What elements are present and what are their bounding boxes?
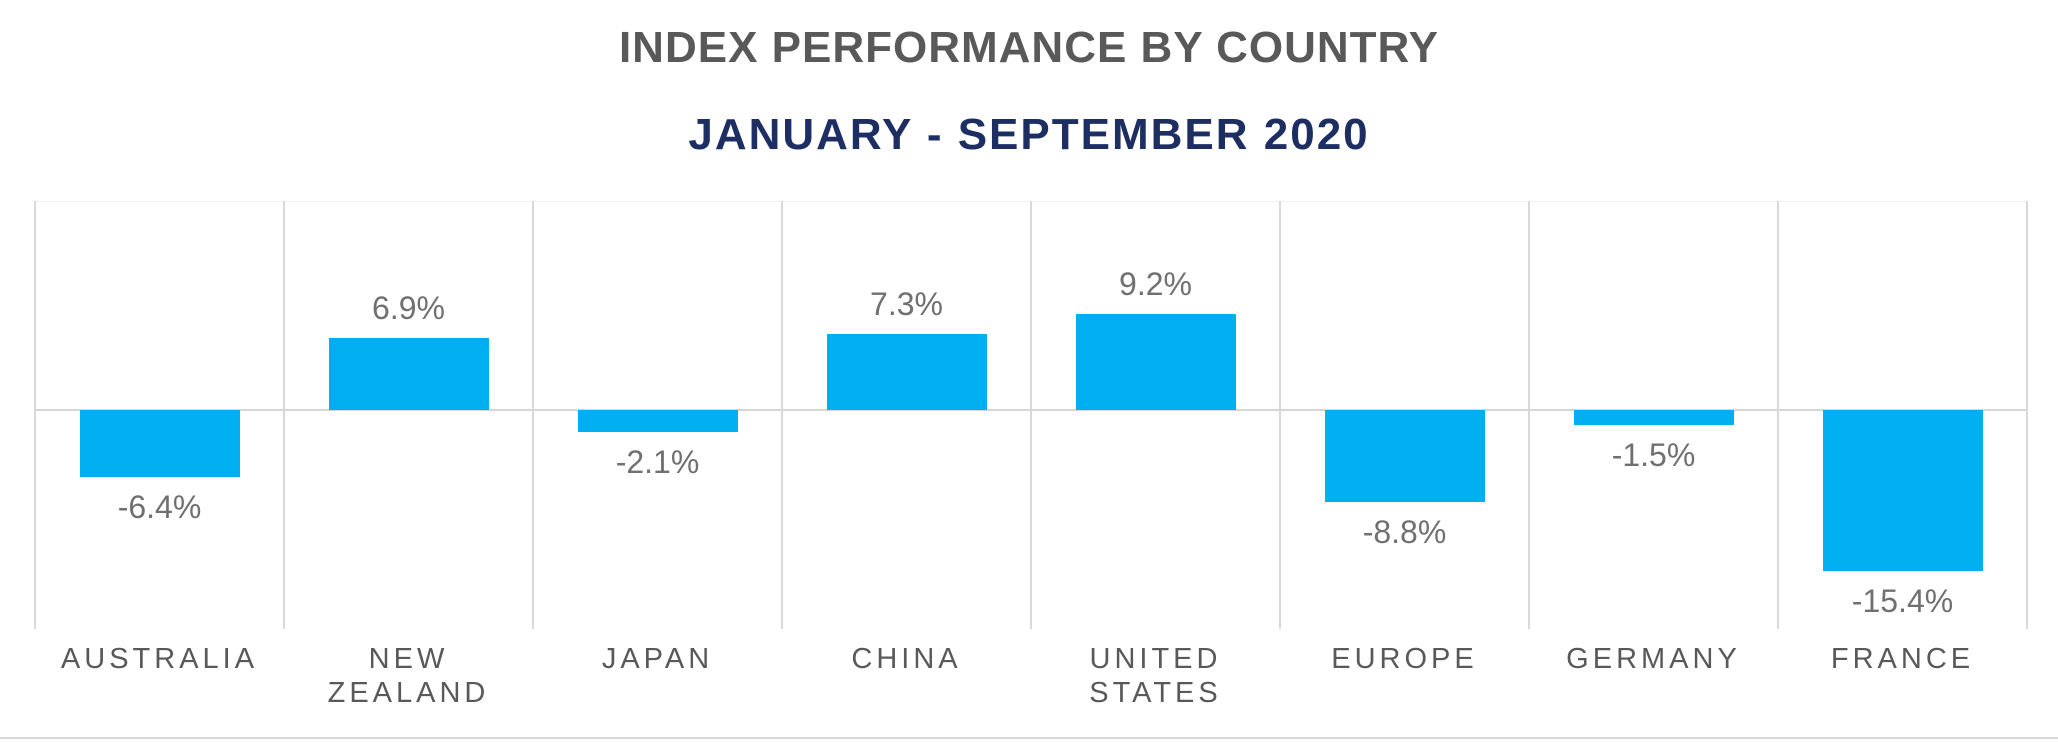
- category-label-united-states: UNITED STATES: [1089, 643, 1222, 709]
- bar-australia: [79, 409, 240, 477]
- vertical-gridline: [781, 201, 783, 629]
- category-label-australia: AUSTRALIA: [60, 643, 259, 675]
- category-label-germany: GERMANY: [1566, 643, 1741, 675]
- category-label-china: CHINA: [851, 643, 962, 675]
- vertical-gridline: [1777, 201, 1779, 629]
- category-label-japan: JAPAN: [601, 643, 714, 675]
- category-label-new-zealand: NEW ZEALAND: [327, 643, 490, 709]
- data-label: -8.8%: [1362, 513, 1447, 550]
- category-label-europe: EUROPE: [1331, 643, 1478, 675]
- data-label: -15.4%: [1851, 582, 1954, 619]
- vertical-gridline: [532, 201, 534, 629]
- vertical-gridline: [34, 201, 36, 629]
- data-label: 6.9%: [372, 289, 445, 326]
- data-label: -2.1%: [615, 443, 700, 480]
- bar-germany: [1573, 409, 1734, 426]
- bar-japan: [577, 409, 738, 432]
- bar-china: [826, 333, 987, 410]
- data-label: 7.3%: [870, 285, 943, 322]
- category-label-france: FRANCE: [1830, 643, 1975, 675]
- bar-europe: [1324, 409, 1485, 502]
- bottom-divider-line: [0, 737, 2058, 739]
- bar-new-zealand: [328, 337, 489, 410]
- vertical-gridline: [1279, 201, 1281, 629]
- data-label: 9.2%: [1119, 265, 1192, 302]
- zero-axis-line: [35, 408, 2027, 411]
- vertical-gridline: [2026, 201, 2028, 629]
- vertical-gridline: [283, 201, 285, 629]
- bar-united-states: [1075, 313, 1236, 410]
- data-label: -1.5%: [1611, 437, 1696, 474]
- chart-subtitle: JANUARY - SEPTEMBER 2020: [688, 110, 1370, 159]
- data-label: -6.4%: [117, 488, 202, 525]
- bar-france: [1822, 409, 1983, 571]
- chart-title: INDEX PERFORMANCE BY COUNTRY: [618, 23, 1440, 72]
- vertical-gridline: [1030, 201, 1032, 629]
- vertical-gridline: [1528, 201, 1530, 629]
- category-axis: AUSTRALIA NEW ZEALAND JAPAN CHINA UNITED STA…: [35, 642, 2027, 732]
- plot-area: -6.4% 6.9% -2.1% 7.3% 9.2% -8.8% -1.5% -15.4%: [34, 201, 2028, 629]
